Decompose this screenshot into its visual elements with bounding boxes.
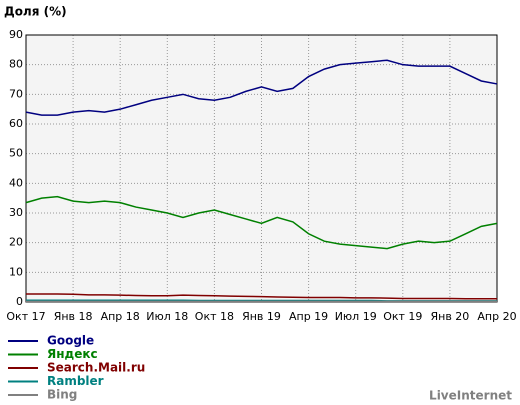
- y-tick-label: 70: [9, 87, 23, 100]
- y-tick-label: 30: [9, 206, 23, 219]
- x-tick-label: Янв 19: [242, 310, 281, 323]
- watermark: LiveInternet: [429, 389, 512, 403]
- y-tick-label: 10: [9, 265, 23, 278]
- legend-label: Search.Mail.ru: [47, 361, 145, 375]
- y-tick-label: 20: [9, 236, 23, 249]
- x-tick-label: Окт 17: [6, 310, 45, 323]
- chart-title: Доля (%): [4, 5, 67, 19]
- x-tick-label: Янв 20: [430, 310, 469, 323]
- legend-label: Bing: [47, 388, 77, 402]
- y-tick-label: 60: [9, 117, 23, 130]
- legend-label: Google: [47, 334, 94, 348]
- x-tick-label: Июл 18: [146, 310, 188, 323]
- series-line: [25, 195, 498, 250]
- x-tick-label: Янв 18: [54, 310, 93, 323]
- series-line: [25, 59, 498, 116]
- x-tick-label: Апр 19: [289, 310, 328, 323]
- plot-area: [26, 35, 497, 302]
- x-tick-label: Апр 20: [477, 310, 516, 323]
- x-tick-label: Июл 19: [335, 310, 377, 323]
- y-tick-label: 80: [9, 58, 23, 71]
- x-tick-label: Окт 19: [383, 310, 422, 323]
- y-tick-label: 40: [9, 176, 23, 189]
- x-tick-label: Окт 18: [195, 310, 234, 323]
- legend-label: Rambler: [47, 374, 104, 388]
- series-line: [26, 293, 497, 300]
- legend-label: Яндекс: [47, 347, 98, 361]
- y-tick-label: 90: [9, 28, 23, 41]
- y-tick-label: 0: [16, 295, 23, 308]
- x-tick-label: Апр 18: [101, 310, 140, 323]
- y-tick-label: 50: [9, 147, 23, 160]
